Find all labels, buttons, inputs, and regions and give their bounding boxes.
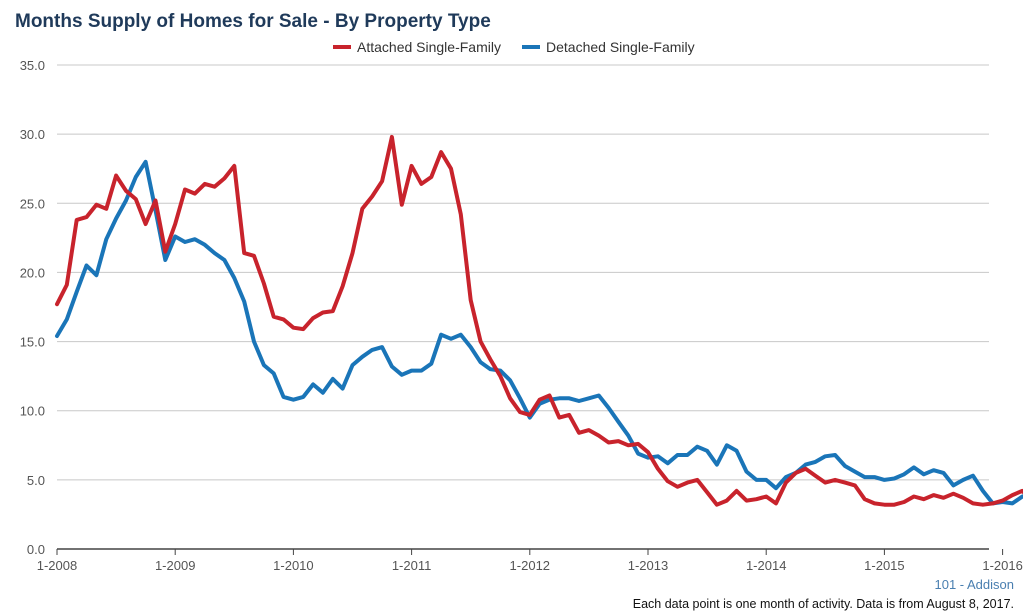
y-tick-label: 25.0: [20, 196, 45, 211]
legend: Attached Single-Family Detached Single-Fa…: [333, 39, 695, 55]
legend-label: Detached Single-Family: [546, 39, 695, 55]
x-tick-label: 1-2008: [37, 558, 77, 573]
grid-lines: [57, 64, 989, 481]
x-tick-label: 1-2012: [510, 558, 550, 573]
x-tick-label: 1-2011: [392, 558, 432, 573]
y-tick-label: 20.0: [20, 265, 45, 280]
y-axis: 0.0 5.0 10.0 15.0 20.0 25.0 30.0 35.0: [20, 58, 45, 557]
y-tick-label: 15.0: [20, 335, 45, 350]
y-tick-label: 0.0: [27, 542, 45, 557]
legend-item-attached-single-family: Attached Single-Family: [333, 39, 501, 55]
x-tick-label: 1-2013: [628, 558, 668, 573]
x-tick-label: 1-2014: [746, 558, 786, 573]
footer-note: Each data point is one month of activity…: [632, 597, 1014, 611]
y-tick-label: 35.0: [20, 58, 45, 73]
y-tick-label: 10.0: [20, 404, 45, 419]
legend-label: Attached Single-Family: [357, 39, 501, 55]
series-lines: [55, 134, 1023, 507]
y-tick-label: 5.0: [27, 473, 45, 488]
series-line-attached-single-family: [55, 134, 1023, 507]
x-tick-label: 1-2015: [864, 558, 904, 573]
x-tick-label: 1-2009: [155, 558, 195, 573]
y-tick-label: 30.0: [20, 127, 45, 142]
region-label: 101 - Addison: [934, 577, 1014, 592]
x-tick-label: 1-2016: [982, 558, 1022, 573]
chart-title: Months Supply of Homes for Sale - By Pro…: [15, 11, 491, 32]
legend-item-detached-single-family: Detached Single-Family: [522, 39, 695, 55]
x-axis: 1-2008 1-2009 1-2010 1-2011 1-2012 1-2013 1-20…: [37, 548, 1023, 573]
series-line-detached-single-family: [55, 159, 1023, 506]
x-tick-label: 1-2010: [273, 558, 313, 573]
